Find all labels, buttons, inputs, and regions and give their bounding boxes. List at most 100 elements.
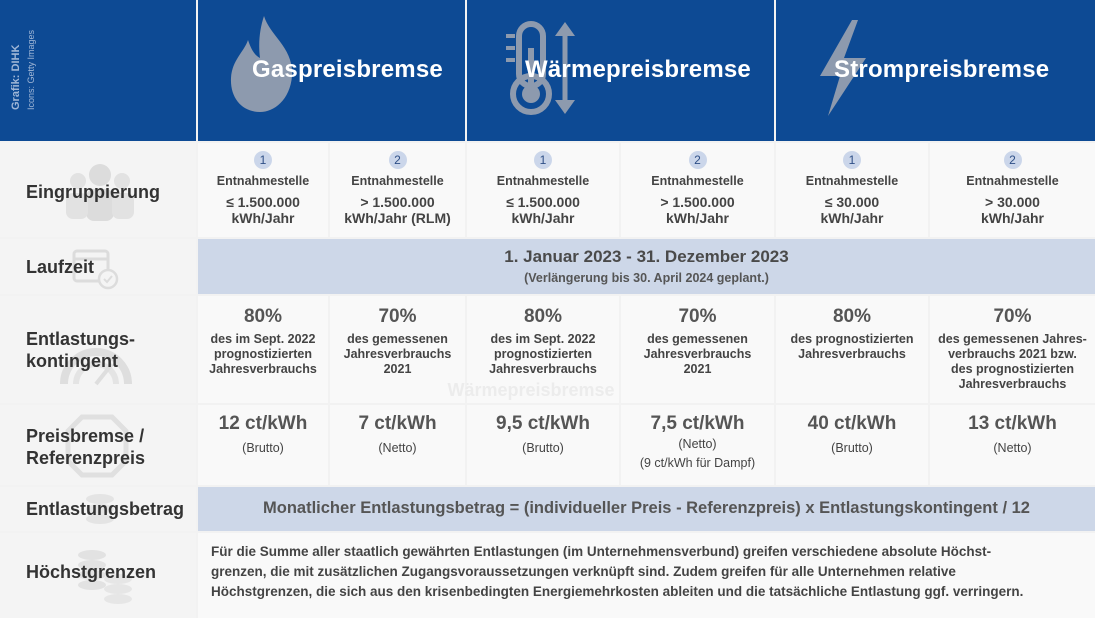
relief-formula: Monatlicher Entlastungsbetrag = (individ…	[263, 499, 1030, 517]
price-note: (Netto)	[378, 441, 417, 455]
grouping-line3: kWh/Jahr	[511, 210, 575, 226]
grouping-line2: > 30.000	[985, 194, 1040, 210]
contingent-desc-line: des gemessenen Jahres-	[938, 332, 1087, 346]
flame-icon	[230, 16, 293, 112]
grouping-cell-heat-1: 1 Entnahmestelle ≤ 1.500.000 kWh/Jahr	[467, 143, 619, 237]
contingent-percent: 70%	[378, 306, 417, 327]
grouping-line1: Entnahmestelle	[651, 174, 744, 188]
row-label-caps: Höchstgrenzen	[0, 533, 196, 618]
image-credit: Grafik: DIHK Icons: Getty Images	[10, 10, 50, 120]
contingent-desc-line: des gemessenen	[347, 332, 448, 346]
coin-stack-icon	[86, 494, 114, 524]
grouping-line1: Entnahmestelle	[805, 174, 899, 188]
credit-cell: Grafik: DIHK Icons: Getty Images	[0, 0, 196, 141]
contingent-desc-line: Jahresverbrauchs	[798, 347, 906, 361]
price-note: (Brutto)	[831, 441, 873, 455]
runtime-label: Laufzeit	[26, 257, 95, 277]
contingent-desc-line: prognostizierten	[494, 347, 592, 361]
calendar-icon	[72, 249, 119, 290]
relief-formula-band: Monatlicher Entlastungsbetrag = (individ…	[198, 487, 1095, 531]
group-number-badge: 2	[688, 151, 707, 169]
caps-label: Höchstgrenzen	[26, 562, 157, 582]
price-cell-gas-1: 12 ct/kWh (Brutto)	[198, 405, 328, 485]
thermometer-icon	[506, 21, 575, 115]
row-label-relief: Entlastungsbetrag	[0, 487, 196, 531]
heat-watermark: Wärmepreisbremse	[447, 380, 615, 400]
price-cell-heat-2: 7,5 ct/kWh (Netto) (9 ct/kWh für Dampf)	[621, 405, 774, 485]
gas-title: Gaspreisbremse	[252, 56, 443, 83]
price-note: (Netto)	[678, 437, 717, 451]
price-cell-power-1: 40 ct/kWh (Brutto)	[776, 405, 928, 485]
contingent-cell-gas-1: 80% des im Sept. 2022 prognostizierten J…	[198, 296, 328, 403]
group-number-badge: 1	[254, 151, 272, 169]
contingent-cell-gas-2: 70% des gemessenen Jahresverbrauchs 2021	[330, 296, 465, 403]
price-extra-note: (9 ct/kWh für Dampf)	[639, 456, 756, 470]
heat-title: Wärmepreisbremse	[525, 56, 751, 83]
header-gas: Gaspreisbremse	[198, 0, 465, 141]
price-label-line1: Preisbremse /	[26, 426, 145, 446]
grouping-line2: ≤ 1.500.000	[506, 194, 580, 210]
contingent-desc-line: des gemessenen	[647, 332, 748, 346]
contingent-desc-line: 2021	[683, 362, 712, 376]
row-label-grouping: Eingruppierung	[0, 143, 196, 237]
row-label-contingent: Entlastungs- kontingent	[0, 296, 196, 403]
contingent-label-line2: kontingent	[26, 351, 118, 371]
gauge-icon	[60, 348, 132, 386]
credit-line-1: Grafik: DIHK	[10, 44, 22, 110]
runtime-extension-note: (Verlängerung bis 30. April 2024 geplant…	[524, 271, 769, 285]
price-cell-gas-2: 7 ct/kWh (Netto)	[330, 405, 465, 485]
caps-text-cell: Für die Summe aller staatlich gewährten …	[198, 533, 1095, 618]
price-note: (Brutto)	[522, 441, 564, 455]
contingent-label-line1: Entlastungs-	[26, 329, 136, 349]
group-number-badge: 2	[1003, 151, 1022, 169]
price-tag-icon	[65, 414, 129, 478]
contingent-desc-line: des im Sept. 2022	[490, 332, 596, 346]
grouping-line1: Entnahmestelle	[351, 174, 444, 188]
grouping-label: Eingruppierung	[26, 182, 160, 202]
grouping-line3: kWh/Jahr	[231, 210, 295, 226]
lightning-icon	[820, 20, 866, 116]
contingent-desc-line: Jahresverbrauchs	[489, 362, 597, 376]
group-number-badge: 1	[843, 151, 861, 169]
grouping-line2: ≤ 1.500.000	[226, 194, 300, 210]
grouping-cell-gas-2: 2 Entnahmestelle > 1.500.000 kWh/Jahr (R…	[330, 143, 465, 237]
group-number-badge: 2	[388, 151, 407, 169]
grouping-line3: kWh/Jahr (RLM)	[344, 210, 451, 226]
price-cell-power-2: 13 ct/kWh (Netto)	[930, 405, 1095, 485]
relief-label: Entlastungsbetrag	[26, 499, 185, 519]
contingent-desc-line: Jahresverbrauchs	[343, 347, 452, 361]
contingent-desc-line: Jahresverbrauchs	[958, 377, 1067, 391]
contingent-percent: 70%	[993, 306, 1032, 327]
row-label-runtime: Laufzeit	[0, 239, 196, 294]
contingent-desc-line: 2021	[383, 362, 412, 376]
price-label-line2: Referenzpreis	[26, 448, 146, 468]
contingent-desc-line: des prognostizierten	[790, 332, 914, 346]
contingent-desc-line: des prognostizierten	[951, 362, 1074, 376]
contingent-desc-line: des im Sept. 2022	[210, 332, 316, 346]
contingent-desc-line: prognostizierten	[214, 347, 312, 361]
contingent-cell-power-2: 70% des gemessenen Jahres- verbrauchs 20…	[930, 296, 1095, 403]
contingent-desc-line: Jahresverbrauchs	[209, 362, 317, 376]
contingent-cell-power-1: 80% des prognostizierten Jahresverbrauch…	[776, 296, 928, 403]
contingent-cell-heat-2: 70% des gemessenen Jahresverbrauchs 2021	[621, 296, 774, 403]
grouping-line1: Entnahmestelle	[966, 174, 1059, 188]
grouping-line2: > 1.500.000	[660, 194, 735, 210]
grouping-line2: > 1.500.000	[360, 194, 435, 210]
grouping-cell-power-2: 2 Entnahmestelle > 30.000 kWh/Jahr	[930, 143, 1095, 237]
price-value: 40 ct/kWh	[807, 413, 897, 434]
grouping-cell-gas-1: 1 Entnahmestelle ≤ 1.500.000 kWh/Jahr	[198, 143, 328, 237]
price-value: 12 ct/kWh	[218, 413, 308, 434]
people-group-icon	[66, 164, 134, 221]
price-value: 7,5 ct/kWh	[650, 413, 745, 434]
contingent-desc-line: Jahresverbrauchs	[643, 347, 752, 361]
price-value: 13 ct/kWh	[968, 413, 1057, 434]
runtime-band: 1. Januar 2023 - 31. Dezember 2023 (Verl…	[198, 239, 1095, 294]
grouping-line3: kWh/Jahr	[980, 210, 1044, 226]
contingent-cell-heat-1: 80% des im Sept. 2022 prognostizierten J…	[447, 296, 619, 403]
row-label-price: Preisbremse / Referenzpreis	[0, 405, 196, 485]
price-note: (Brutto)	[242, 441, 284, 455]
contingent-percent: 80%	[523, 306, 563, 327]
contingent-percent: 80%	[832, 306, 872, 327]
credit-line-2: Icons: Getty Images	[26, 29, 36, 110]
